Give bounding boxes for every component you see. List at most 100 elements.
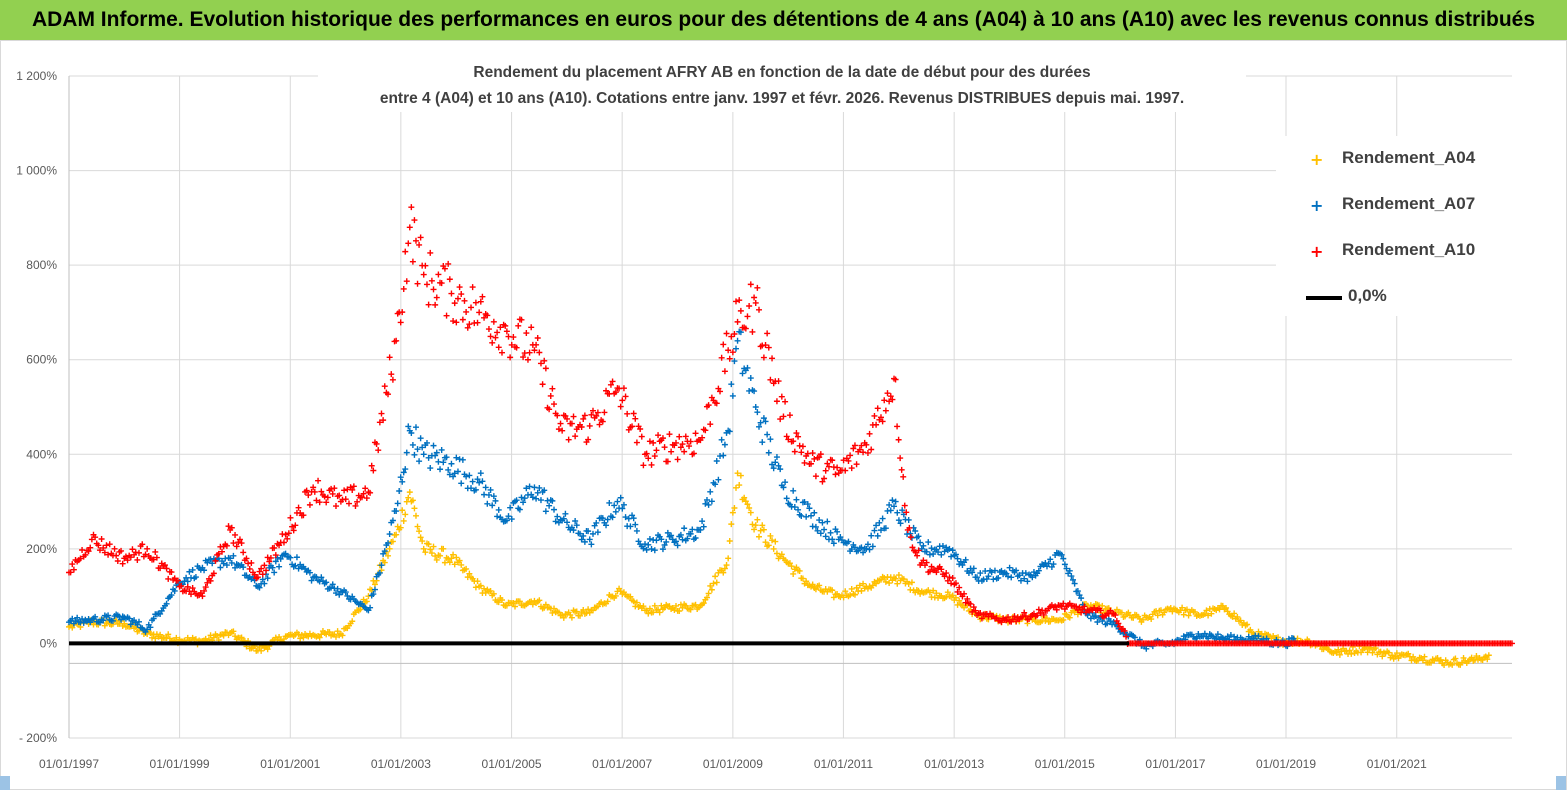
- data-point: [453, 454, 460, 461]
- data-point: [568, 614, 575, 621]
- data-point: [653, 537, 660, 544]
- data-point: [173, 634, 180, 641]
- data-point: [386, 531, 393, 538]
- data-point: [537, 360, 544, 367]
- data-point: [258, 565, 265, 572]
- data-point: [425, 454, 432, 461]
- data-point: [1040, 611, 1047, 618]
- data-point: [707, 421, 714, 428]
- data-point: [791, 504, 798, 511]
- data-point: [578, 424, 585, 431]
- data-point: [385, 552, 392, 559]
- data-point: [676, 433, 683, 440]
- data-point: [749, 328, 756, 335]
- data-point: [928, 545, 935, 552]
- data-point: [1035, 606, 1042, 613]
- data-point: [332, 633, 339, 640]
- data-point: [223, 562, 230, 569]
- data-point: [445, 260, 452, 267]
- data-point: [573, 522, 580, 529]
- data-point: [212, 557, 219, 564]
- data-point: [277, 555, 284, 562]
- data-point: [619, 397, 626, 404]
- data-point: [583, 610, 590, 617]
- data-point: [192, 574, 199, 581]
- series-rendement-a04: [66, 470, 1492, 669]
- data-point: [310, 484, 317, 491]
- data-point: [217, 564, 224, 571]
- data-point: [611, 502, 618, 509]
- data-point: [521, 495, 528, 502]
- x-tick-label: 01/01/2021: [1367, 757, 1427, 771]
- data-point: [630, 410, 637, 417]
- data-point: [754, 516, 761, 523]
- data-point: [860, 549, 867, 556]
- data-point: [588, 541, 595, 548]
- data-point: [210, 570, 217, 577]
- data-point: [672, 439, 679, 446]
- data-point: [676, 607, 683, 614]
- data-point: [345, 500, 352, 507]
- data-point: [533, 495, 540, 502]
- x-tick-label: 01/01/2001: [260, 757, 320, 771]
- data-point: [585, 606, 592, 613]
- data-point: [88, 536, 95, 543]
- data-point: [1017, 577, 1024, 584]
- data-point: [1161, 609, 1168, 616]
- data-point: [528, 324, 535, 331]
- data-point: [458, 291, 465, 298]
- data-point: [780, 413, 787, 420]
- data-point: [790, 487, 797, 494]
- data-point: [726, 537, 733, 544]
- data-point: [783, 433, 790, 440]
- data-point: [894, 423, 901, 430]
- data-point: [926, 568, 933, 575]
- data-point: [101, 549, 108, 556]
- data-point: [223, 542, 230, 549]
- data-point: [1104, 620, 1111, 627]
- data-point: [769, 537, 776, 544]
- data-point: [679, 441, 686, 448]
- data-point: [655, 432, 662, 439]
- data-point: [272, 552, 279, 559]
- data-point: [316, 634, 323, 641]
- data-point: [256, 568, 263, 575]
- data-point: [713, 579, 720, 586]
- data-point: [1066, 614, 1073, 621]
- y-tick-label: - 200%: [19, 731, 57, 745]
- data-point: [645, 455, 652, 462]
- data-point: [952, 551, 959, 558]
- data-point: [77, 555, 84, 562]
- data-point: [1076, 592, 1083, 599]
- data-point: [287, 514, 294, 521]
- data-point: [1063, 565, 1070, 572]
- data-point: [933, 590, 940, 597]
- data-point: [822, 467, 829, 474]
- data-point: [829, 536, 836, 543]
- data-point: [677, 531, 684, 538]
- data-point: [791, 448, 798, 455]
- data-point: [378, 410, 385, 417]
- data-point: [891, 503, 898, 510]
- data-point: [767, 532, 774, 539]
- data-point: [1377, 648, 1384, 655]
- data-point: [1473, 653, 1480, 660]
- data-point: [812, 523, 819, 530]
- data-point: [497, 324, 504, 331]
- data-point: [648, 546, 655, 553]
- data-point: [411, 217, 418, 224]
- data-point: [349, 486, 356, 493]
- data-point: [723, 562, 730, 569]
- data-point: [129, 546, 136, 553]
- data-point: [461, 297, 468, 304]
- page-title: ADAM Informe. Evolution historique des p…: [31, 8, 1536, 31]
- data-point: [472, 486, 479, 493]
- data-point: [1213, 634, 1220, 641]
- data-point: [518, 316, 525, 323]
- data-point: [969, 608, 976, 615]
- data-point: [266, 558, 273, 565]
- data-point: [168, 592, 175, 599]
- data-point: [640, 545, 647, 552]
- data-point: [894, 580, 901, 587]
- data-point: [508, 516, 515, 523]
